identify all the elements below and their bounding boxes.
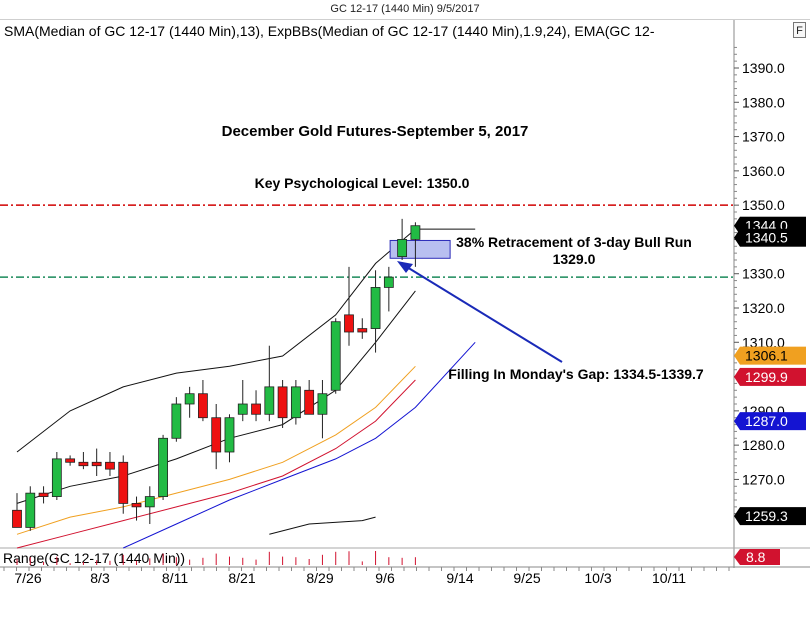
price-label-pointer	[734, 507, 740, 526]
retracement-annotation: 38% Retracement of 3-day Bull Run	[456, 234, 692, 250]
candles	[12, 218, 421, 531]
candle-down	[357, 328, 368, 333]
candle-up	[237, 403, 248, 415]
ema-blue-line	[122, 341, 476, 549]
candle-down	[12, 509, 22, 528]
x-tick-label: 9/25	[513, 570, 540, 586]
price-label-pointer	[734, 367, 740, 386]
price-label: 1306.1	[745, 348, 788, 364]
y-tick-label: 1360.0	[742, 163, 785, 179]
y-tick-label: 1330.0	[742, 266, 785, 282]
bollinger-upper-line	[16, 228, 476, 453]
candle-down	[277, 386, 288, 419]
price-label: 1287.0	[745, 413, 788, 429]
price-label: 1259.3	[745, 508, 788, 524]
candle-up	[144, 496, 155, 508]
x-tick-label: 9/14	[446, 570, 473, 586]
candle-down	[38, 492, 49, 497]
x-tick-label: 8/21	[228, 570, 255, 586]
price-label-box	[740, 412, 806, 431]
indicator-legend: SMA(Median of GC 12-17 (1440 Min),13), E…	[4, 23, 655, 39]
y-tick-label: 1270.0	[742, 471, 785, 487]
price-label-box	[740, 228, 806, 247]
range-panel-label: Range(GC 12-17 (1440 Min))	[3, 550, 185, 566]
x-tick-label: 8/29	[306, 570, 333, 586]
candle-up	[224, 417, 235, 453]
price-label: 1340.5	[745, 230, 788, 246]
range-value-pointer	[734, 549, 740, 565]
x-tick-label: 10/3	[584, 570, 611, 586]
y-tick-label: 1320.0	[742, 300, 785, 316]
x-tick-label: 9/6	[375, 570, 395, 586]
candle-up	[397, 239, 408, 257]
bollinger-lower-line	[269, 516, 376, 535]
time-axis: 7/26 8/3 8/11 8/21 8/29 9/6 9/14 9/25 10/3 10/11	[3, 567, 730, 586]
candle-down	[131, 503, 142, 508]
candle-up	[158, 437, 168, 497]
y-tick-label: 1380.0	[742, 94, 785, 110]
y-tick-label: 1350.0	[742, 197, 785, 213]
price-label-box	[740, 367, 806, 386]
candle-up	[184, 393, 195, 405]
price-axis: 1260.01270.01280.01290.01300.01310.01320…	[734, 46, 806, 526]
price-label-box	[740, 507, 806, 526]
arrow-to-gap	[397, 261, 563, 363]
candle-down	[251, 403, 261, 415]
sma-line	[16, 290, 416, 504]
price-label-pointer	[734, 346, 740, 365]
range-panel: Range(GC 12-17 (1440 Min)) 8.8	[3, 549, 780, 566]
y-tick-label: 1370.0	[742, 129, 785, 145]
candle-up	[370, 287, 381, 329]
key-level-annotation: Key Psychological Level: 1350.0	[255, 175, 470, 191]
candle-down	[344, 314, 354, 333]
candle-up	[264, 386, 275, 415]
chart-title: December Gold Futures-September 5, 2017	[222, 123, 529, 140]
candle-up	[171, 403, 182, 439]
candle-up	[25, 492, 36, 528]
y-tick-label: 1390.0	[742, 60, 785, 76]
x-tick-label: 7/26	[14, 570, 41, 586]
y-tick-label: 1280.0	[742, 437, 785, 453]
window-title: GC 12-17 (1440 Min) 9/5/2017	[0, 0, 810, 20]
price-label-pointer	[734, 216, 740, 235]
x-tick-label: 8/3	[90, 570, 110, 586]
candle-down	[91, 461, 102, 467]
level-lines	[0, 204, 734, 278]
y-tick-label: 1310.0	[742, 334, 785, 350]
price-label-box	[740, 346, 806, 365]
candle-up	[317, 393, 328, 415]
candle-up	[410, 225, 421, 240]
ema-red-line	[16, 379, 416, 549]
candle-down	[65, 458, 76, 463]
candle-down	[198, 393, 208, 419]
range-value-label: 8.8	[746, 549, 766, 565]
price-label: 1299.9	[745, 369, 788, 385]
x-tick-label: 8/11	[162, 570, 188, 586]
retracement-value-annotation: 1329.0	[553, 251, 596, 267]
format-button[interactable]: F	[793, 22, 806, 38]
price-label-pointer	[734, 228, 740, 247]
candle-up	[383, 276, 394, 288]
candle-up	[51, 458, 62, 497]
range-value-box	[740, 549, 780, 565]
x-tick-label: 10/11	[652, 570, 686, 586]
candle-up	[330, 321, 341, 391]
candle-down	[118, 461, 129, 504]
candle-down	[105, 461, 115, 470]
price-label-pointer	[734, 412, 740, 431]
candle-down	[78, 461, 89, 467]
candle-up	[290, 386, 301, 419]
candle-down	[304, 389, 315, 415]
candle-down	[211, 417, 222, 453]
gap-annotation: Filling In Monday's Gap: 1334.5-1339.7	[448, 366, 704, 382]
ema-orange-line	[16, 365, 416, 535]
